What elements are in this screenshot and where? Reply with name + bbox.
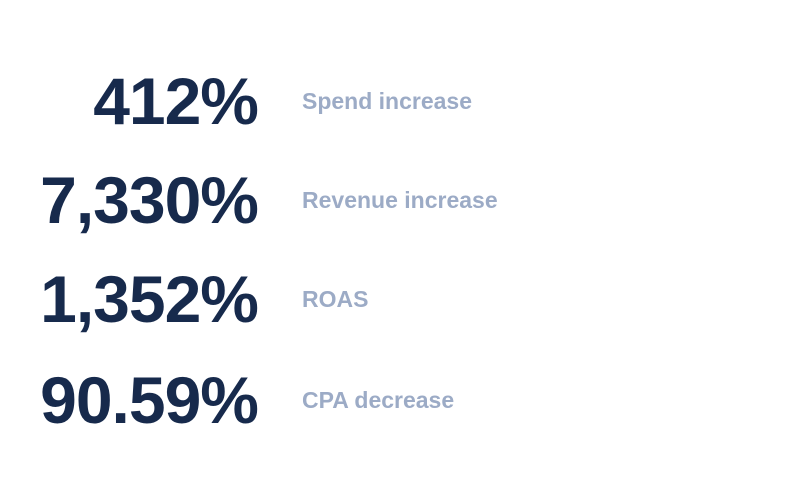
stat-label: Revenue increase (302, 187, 498, 213)
stat-value: 7,330% (40, 163, 258, 237)
stat-label: CPA decrease (302, 387, 454, 413)
stat-value: 90.59% (40, 363, 258, 437)
stat-label: ROAS (302, 286, 368, 312)
stat-value: 1,352% (40, 262, 258, 336)
stat-label: Spend increase (302, 88, 472, 114)
stat-value: 412% (93, 64, 258, 138)
